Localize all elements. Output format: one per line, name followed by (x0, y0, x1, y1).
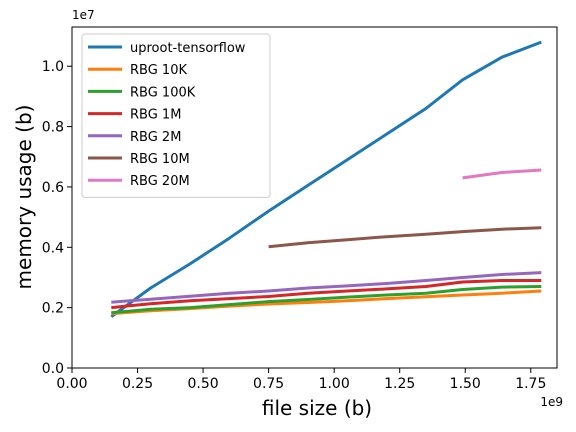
y-tick-label: 0.8 (42, 120, 64, 136)
legend-label-1: RBG 10K (130, 63, 187, 78)
y-axis-label: memory usage (b) (12, 105, 36, 290)
series-line-0 (110, 40, 542, 318)
y-tick-label: 1.0 (42, 59, 64, 75)
axes-layer: 0.00 0.25 0.50 0.75 1.00 1.25 1.50 1.75 0.0 0.2 0.… (42, 26, 558, 392)
series-line-6 (462, 168, 542, 180)
x-tick-label: 0.00 (56, 376, 87, 392)
x-tick-label: 1.50 (450, 376, 481, 392)
series-line-4 (111, 271, 542, 304)
x-tick-label: 1.00 (319, 376, 350, 392)
x-offset-label: 1e9 (540, 395, 563, 409)
series-line-2 (111, 285, 542, 315)
legend-label-2: RBG 100K (130, 85, 196, 100)
x-tick-label: 0.50 (187, 376, 218, 392)
axes-frame (71, 26, 558, 369)
legend-label-6: RBG 20M (130, 174, 190, 189)
series-layer (110, 40, 542, 318)
legend: uproot-tensorflow RBG 10K RBG 100K RBG 1M RB… (81, 33, 271, 198)
legend-label-4: RBG 2M (130, 130, 181, 145)
legend-box (81, 33, 271, 198)
y-offset-label: 1e7 (72, 8, 95, 22)
legend-label-5: RBG 10M (130, 152, 190, 167)
series-line-3 (111, 279, 542, 310)
y-tick-label: 0.4 (42, 240, 64, 256)
x-axis-label: file size (b) (262, 396, 372, 420)
x-tick-label: 0.25 (122, 376, 153, 392)
legend-label-3: RBG 1M (130, 108, 181, 123)
legend-label-0: uproot-tensorflow (130, 41, 246, 56)
y-tick-label: 0.0 (42, 361, 64, 377)
series-line-5 (268, 226, 542, 249)
x-tick-label: 1.25 (384, 376, 415, 392)
x-tick-label: 0.75 (253, 376, 284, 392)
x-tick-label: 1.75 (515, 376, 546, 392)
y-tick-label: 0.6 (42, 180, 64, 196)
y-tick-label: 0.2 (42, 301, 64, 317)
